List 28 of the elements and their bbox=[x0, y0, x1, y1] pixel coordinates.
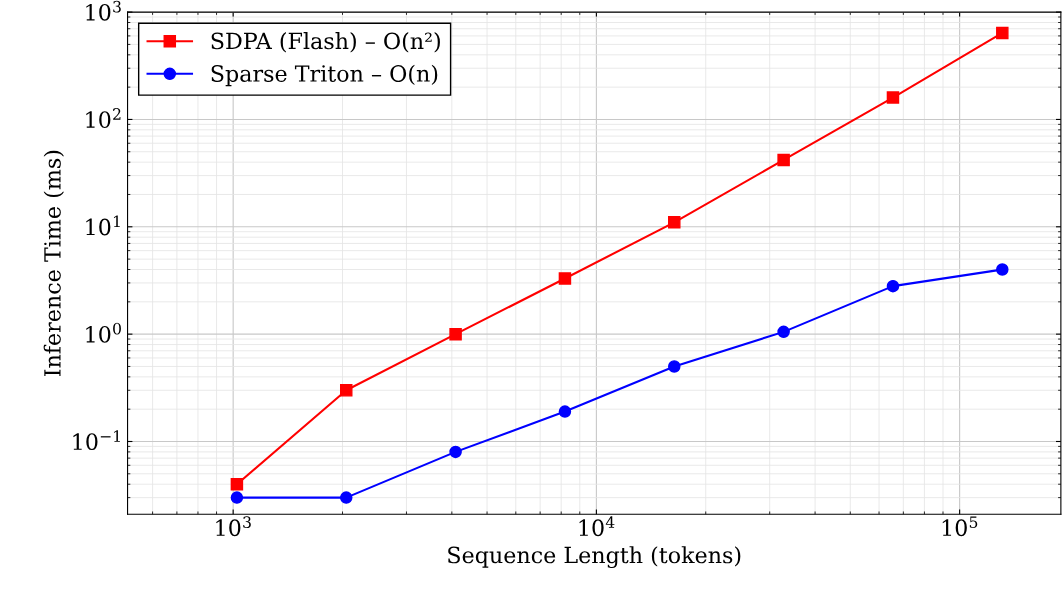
y-tick-label: 10$^{0}$ bbox=[86, 322, 121, 343]
legend-label: Sparse Triton – O(n) bbox=[211, 64, 438, 87]
point bbox=[339, 491, 353, 504]
y-axis-title: Inference Time (ms) bbox=[43, 150, 64, 377]
point bbox=[339, 384, 353, 397]
point bbox=[668, 360, 681, 373]
point bbox=[230, 477, 244, 491]
x-axis-title: Sequence Length (tokens) bbox=[448, 546, 741, 568]
point bbox=[230, 491, 244, 504]
x-tick-label: 10$^{3}$ bbox=[216, 516, 251, 537]
point bbox=[996, 26, 1009, 40]
legend-label: SDPA (Flash) – O(n²) bbox=[211, 32, 440, 53]
point bbox=[777, 153, 790, 167]
point bbox=[558, 272, 572, 285]
point bbox=[886, 91, 900, 104]
point bbox=[777, 325, 790, 339]
x-tick-label: 10$^{4}$ bbox=[579, 516, 615, 537]
y-tick-label: 10$^{2}$ bbox=[86, 108, 121, 129]
y-tick-label: 10$^{1}$ bbox=[86, 215, 120, 236]
y-tick-label: 10$^{−1}$ bbox=[73, 430, 120, 451]
point bbox=[558, 405, 572, 418]
x-tick-label: 10$^{5}$ bbox=[942, 516, 978, 537]
point bbox=[449, 445, 462, 459]
point bbox=[996, 263, 1009, 276]
y-tick-label: 10$^{3}$ bbox=[86, 0, 121, 21]
point bbox=[886, 279, 900, 293]
point bbox=[449, 327, 462, 341]
point bbox=[668, 216, 681, 229]
